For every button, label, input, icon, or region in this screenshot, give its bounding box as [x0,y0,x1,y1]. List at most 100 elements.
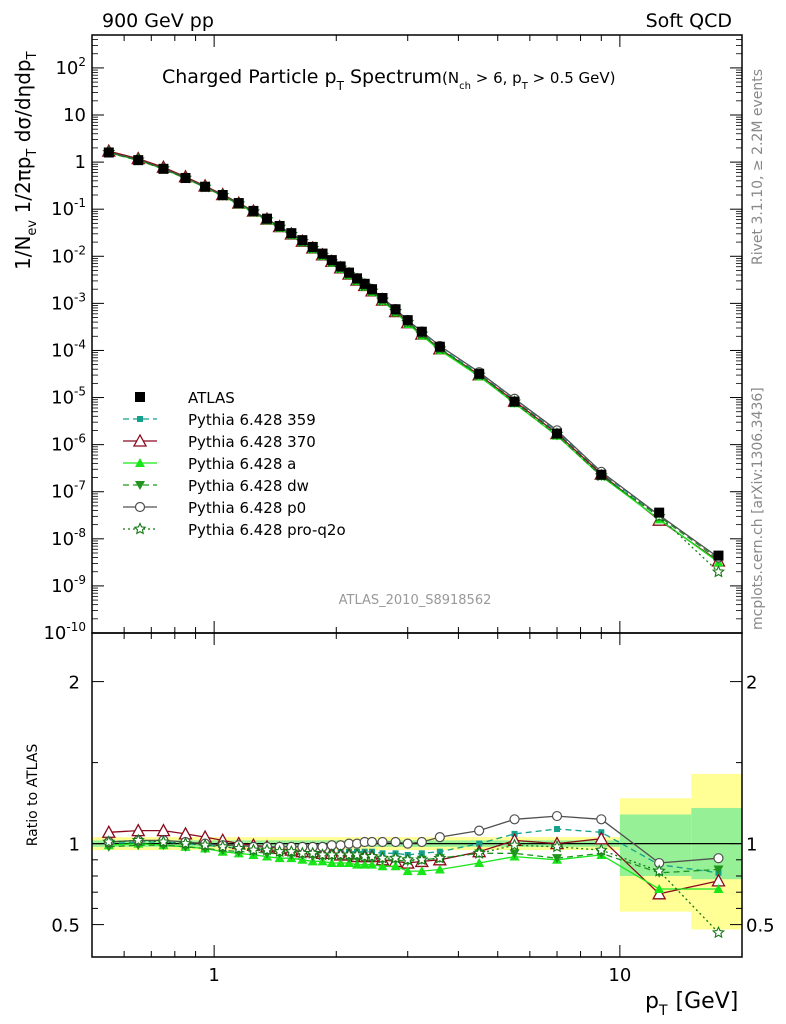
ratio-series-4-point-25 [474,825,485,836]
ratio-series-5-point-29 [652,864,666,877]
legend-label-4: Pythia 6.428 dw [188,477,309,495]
atlas-data-point-26 [509,396,520,407]
atlas-data-point-1 [133,155,144,166]
main-y-tick-label-3: 10-7 [51,479,86,503]
atlas-data-point-22 [402,315,413,326]
legend-label-5: Pythia 6.428 p0 [188,499,306,517]
main-y-label: 1/Nev 1/2πpT dσ/dηdpT [11,51,40,270]
ratio-series-5-point-17 [350,848,364,861]
ratio-series-5-point-30 [711,925,725,939]
atlas-data-point-6 [233,198,244,209]
ratio-series-5-point-22 [401,852,415,866]
atlas-data-point-17 [352,273,363,284]
ratio-series-5-point-27 [550,839,564,853]
ratio-series-2-point-14 [326,858,337,868]
ratio-series-2-point-23 [416,866,427,876]
ratio-series-0-point-27 [554,826,561,833]
main-y-tick-label-11: 10 [63,105,86,126]
main-y-tick-label-9: 10-1 [51,196,86,220]
ratio-series-2-point-29 [654,883,665,893]
ratio-series-5-point-24 [433,851,447,864]
ratio-series-2-point-30 [713,883,724,893]
legend-marker-3 [135,458,145,467]
main-y-tick-label-4: 10-6 [51,432,86,456]
legend-marker-5 [134,501,146,513]
atlas-data-point-3 [180,172,191,183]
ratio-series-5-point-20 [376,851,389,864]
legend-label-1: Pythia 6.428 359 [188,411,316,429]
atlas-data-point-9 [274,220,285,231]
main-y-tick-label-12: 102 [55,55,86,79]
atlas-data-point-7 [248,205,259,216]
x-axis-label: pT [GeV] [645,989,738,1019]
ratio-series-5-point-26 [508,838,522,851]
ratio-series-2-point-20 [377,861,388,871]
ratio-y-tick-label-left-0: 0.5 [51,916,80,937]
main-y-tick-label-8: 10-2 [51,243,86,267]
atlas-data-point-30 [713,550,724,561]
ratio-series-2-point-15 [335,858,346,868]
ratio-series-4-point-20 [377,836,388,848]
atlas-data-point-15 [335,261,346,272]
ratio-series-3-point-30 [713,865,724,875]
rivet-label: Rivet 3.1.10, ≥ 2.2M events [750,69,766,265]
ratio-series-2-point-19 [367,859,378,869]
ratio-frame [91,632,743,958]
ratio-y-tick-label-left-2: 2 [69,673,80,694]
main-series-line-4 [108,151,719,559]
atlas-data-point-23 [416,326,427,337]
atlas-data-point-21 [390,304,401,315]
ratio-series-2-point-18 [359,859,370,869]
ratio-y-tick-label-left-1: 1 [69,835,80,856]
ratio-series-4-point-28 [596,814,607,825]
ratio-series-5-point-9 [273,844,287,858]
ratio-series-3-point-26 [509,849,520,859]
main-y-tick-label-5: 10-5 [51,385,86,409]
ratio-series-4-point-21 [390,836,401,848]
ratio-series-0-point-25 [476,840,483,847]
ratio-series-5-point-8 [260,843,274,856]
ratio-series-2-point-21 [390,861,401,871]
atlas-data-point-8 [262,213,273,224]
ratio-y-label: Ratio to ATLAS [25,744,41,847]
main-y-tick-label-1: 10-9 [51,573,86,597]
main-series-5-point-30 [711,565,725,578]
header-left: 900 GeV pp [102,10,214,32]
atlas-data-point-4 [200,181,211,192]
legend-marker-1 [137,416,143,422]
x-tick-label-1: 10 [608,965,631,986]
atlas-data-point-29 [654,507,665,518]
ratio-series-2-point-22 [402,866,413,876]
ratio-series-5-point-11 [295,846,309,859]
atlas-data-point-5 [217,190,228,201]
atlas-data-point-27 [552,428,563,439]
ratio-series-5-point-23 [415,852,429,866]
ratio-series-4-point-30 [713,853,724,864]
ratio-series-5-point-0 [102,835,116,848]
legend-label-2: Pythia 6.428 370 [188,433,316,451]
ratio-series-5-point-1 [131,833,145,846]
ratio-series-5-point-25 [472,846,486,859]
main-y-tick-label-7: 10-3 [51,290,86,314]
header-right: Soft QCD [646,10,732,32]
atlas-data-point-16 [344,267,355,278]
ratio-series-5-point-3 [179,836,192,850]
x-tick-label-0: 1 [208,965,219,986]
ratio-series-5-point-10 [284,844,298,858]
ratio-y-tick-label-right-1: 1 [746,835,757,856]
main-y-tick-label-6: 10-4 [51,337,86,361]
ratio-series-4-point-26 [509,814,520,825]
ratio-series-5-point-6 [232,841,246,854]
chart-title: Charged Particle pT Spectrum(Nch > 6, pT… [162,66,616,93]
ratio-series-4-point-22 [402,838,413,849]
legend-marker-atlas [135,392,145,402]
ratio-series-5-point-28 [594,843,608,856]
ratio-y-tick-label-right-2: 2 [746,673,757,694]
atlas-data-point-2 [158,163,169,174]
ratio-series-5-point-21 [389,851,403,864]
ratio-series-2-point-17 [352,859,363,869]
legend-marker-2 [132,433,148,447]
atlas-data-point-10 [286,228,297,239]
ratio-series-5-point-2 [156,835,170,848]
legend-marker-6 [133,522,147,535]
